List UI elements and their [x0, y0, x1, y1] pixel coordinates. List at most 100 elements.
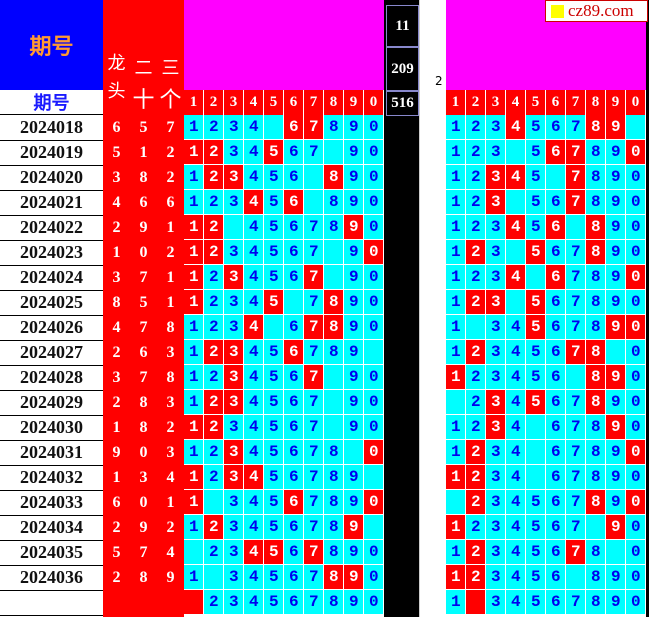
draw-digit	[157, 590, 184, 615]
grid2-cell	[506, 540, 526, 565]
grid1-cell	[304, 490, 324, 515]
draw-digit: 1	[166, 218, 175, 236]
draw-digit: 6	[166, 193, 175, 211]
grid1-cell	[304, 140, 324, 165]
grid2-cell	[446, 290, 466, 315]
grid1-cell	[244, 590, 264, 615]
grid2-cell	[506, 590, 526, 615]
grid1-cell	[184, 540, 204, 565]
grid2-cell	[486, 240, 506, 265]
draw-digit: 6	[112, 118, 121, 136]
chart-header-area-1	[184, 0, 384, 90]
grid1-cell	[184, 240, 204, 265]
grid2-row-digits: 1234567 90	[446, 515, 646, 540]
grid2-cell	[526, 215, 546, 240]
grid2-cell	[526, 290, 546, 315]
grid1-cell	[224, 165, 244, 190]
draw-digit: 3	[112, 368, 121, 386]
grid2-cell	[446, 215, 466, 240]
grid2-row-digits: 12345678 0	[446, 340, 646, 365]
summary-value-2: 209	[386, 47, 419, 91]
summary-column: 11 209 516	[384, 0, 419, 617]
draw-digit: 2	[166, 418, 175, 436]
grid2-cell	[566, 540, 586, 565]
grid2-cell	[526, 465, 546, 490]
grid1-cell	[224, 215, 244, 240]
grid2-cell	[606, 290, 626, 315]
grid2-cell	[626, 240, 646, 265]
grid1-cell	[224, 140, 244, 165]
grid2-cell	[446, 440, 466, 465]
grid1-cell	[244, 190, 264, 215]
grid1-cell	[344, 540, 364, 565]
grid1-cell	[264, 540, 284, 565]
draw-digit: 3	[139, 468, 148, 486]
grid1-cell	[224, 565, 244, 590]
grid1-cell	[364, 315, 384, 340]
grid2-cell	[446, 165, 466, 190]
grid1-row-digits: 123456789	[184, 515, 384, 540]
grid2-cell	[486, 440, 506, 465]
grid1-cell	[184, 140, 204, 165]
grid2-cell	[586, 340, 606, 365]
site-logo[interactable]: cz89.com	[545, 0, 648, 22]
grid2-row-digits: 12345 7890	[446, 165, 646, 190]
grid1-row-digits: 123456789	[184, 340, 384, 365]
digit-header-2: 1	[446, 90, 466, 115]
grid2-cell	[586, 190, 606, 215]
grid2-cell	[566, 265, 586, 290]
grid1-cell	[244, 490, 264, 515]
draw-digit: 6	[139, 193, 148, 211]
grid2-cell	[626, 140, 646, 165]
grid2-cell	[546, 290, 566, 315]
grid1-cell	[284, 365, 304, 390]
grid1-cell	[344, 140, 364, 165]
grid2-cell	[486, 140, 506, 165]
draw-digit: 2	[112, 518, 121, 536]
grid2-cell	[466, 215, 486, 240]
grid1-cell	[284, 265, 304, 290]
grid2-cell	[546, 390, 566, 415]
grid2-cell	[586, 390, 606, 415]
period-cell: 2024021	[0, 190, 103, 216]
grid2-cell	[606, 240, 626, 265]
red-header-1-line2: 头	[107, 81, 126, 102]
grid2-row-digits: 234567890	[446, 490, 646, 515]
grid2-row-digits: 123 567890	[446, 290, 646, 315]
grid2-cell	[626, 265, 646, 290]
grid2-cell	[506, 465, 526, 490]
grid2-cell	[566, 465, 586, 490]
draw-digit: 0	[139, 243, 148, 261]
period-cell: 2024023	[0, 240, 103, 266]
grid2-row-digits: 1 34567890	[446, 315, 646, 340]
grid1-cell	[324, 190, 344, 215]
grid2-cell	[546, 465, 566, 490]
grid2-cell	[546, 415, 566, 440]
grid2-cell	[546, 590, 566, 615]
draw-digit: 2	[166, 518, 175, 536]
grid2-cell	[546, 515, 566, 540]
grid1-cell	[204, 515, 224, 540]
grid2-cell	[526, 540, 546, 565]
grid2-cell	[606, 365, 626, 390]
grid2-cell	[586, 365, 606, 390]
grid2-cell	[526, 415, 546, 440]
grid1-cell	[364, 290, 384, 315]
grid1-cell	[364, 365, 384, 390]
draw-digit: 5	[139, 293, 148, 311]
grid1-cell	[324, 240, 344, 265]
grid1-cell	[244, 340, 264, 365]
grid1-cell	[324, 315, 344, 340]
right-edge	[646, 0, 649, 617]
grid2-cell	[606, 440, 626, 465]
grid1-cell	[364, 540, 384, 565]
grid2-cell	[546, 140, 566, 165]
grid2-cell	[486, 315, 506, 340]
draw-digit: 9	[112, 443, 121, 461]
period-cell	[0, 590, 103, 616]
period-header-block: 期号	[0, 0, 103, 90]
grid1-cell	[304, 190, 324, 215]
red-header-3-line1: 三	[161, 58, 180, 79]
grid2-cell	[446, 590, 466, 615]
draw-digits-columns: 龙 头 二 十 三 个	[103, 0, 184, 617]
